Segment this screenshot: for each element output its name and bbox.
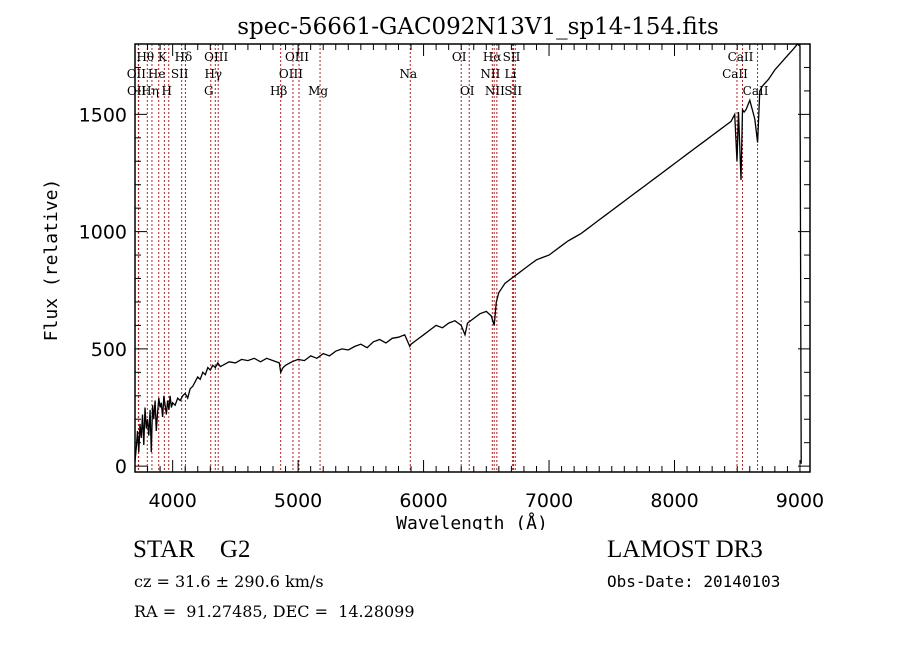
line-label: OI <box>452 50 467 64</box>
line-label: OII <box>127 67 147 81</box>
y-axis-label: Flux (relative) <box>41 179 62 342</box>
y-tick-label: 0 <box>115 456 127 478</box>
x-axis: 4000 5000 6000 7000 8000 9000 <box>147 44 824 512</box>
y-tick-label: 1000 <box>79 222 127 244</box>
coordinates: RA = 91.27485, DEC = 14.28099 <box>134 602 415 621</box>
survey-name: LAMOST DR3 <box>607 536 763 563</box>
y-tick-label: 1500 <box>79 104 127 126</box>
line-label: H <box>162 84 172 98</box>
line-label: NII <box>480 67 500 81</box>
line-label: Li <box>504 67 516 81</box>
line-label: Na <box>399 67 417 81</box>
line-label: K <box>158 50 168 64</box>
x-tick-label: 6000 <box>399 490 447 512</box>
line-label: Hθ <box>136 50 154 64</box>
x-tick-label: 7000 <box>525 490 573 512</box>
y-axis: 0 500 1000 1500 <box>79 66 810 478</box>
object-class: STAR G2 <box>133 536 251 563</box>
x-tick-label: 5000 <box>274 490 322 512</box>
x-axis-label: Wavelength (Å) <box>396 512 548 530</box>
line-label: Hβ <box>270 84 287 98</box>
x-tick-label: 9000 <box>776 490 824 512</box>
spectrum-line <box>134 43 802 464</box>
y-tick-label: 500 <box>91 339 127 361</box>
line-label: He <box>148 67 166 81</box>
line-label: NII <box>485 84 505 98</box>
line-label: SII <box>171 67 189 81</box>
line-label: CaII <box>743 84 769 98</box>
line-label: Hη <box>141 84 159 98</box>
x-tick-label: 8000 <box>650 490 698 512</box>
line-label: CaII <box>728 50 754 64</box>
spectrum-chart: spec-56661-GAC092N13V1_sp14-154.fits Hθ O… <box>41 14 824 530</box>
line-label: OIII <box>279 67 303 81</box>
line-label: Mg <box>308 84 328 98</box>
line-label: CaII <box>722 67 748 81</box>
line-label: OI <box>460 84 475 98</box>
line-label: OIII <box>204 50 228 64</box>
line-label: Hγ <box>204 67 222 81</box>
line-label: SII <box>503 50 521 64</box>
line-label: SII <box>504 84 522 98</box>
observation-date: Obs-Date: 20140103 <box>607 572 781 591</box>
x-tick-label: 4000 <box>148 490 196 512</box>
emission-line-markers <box>137 44 759 472</box>
line-label: OIII <box>285 50 309 64</box>
redshift-velocity: cz = 31.6 ± 290.6 km/s <box>134 572 324 591</box>
line-label: Hα <box>483 50 502 64</box>
line-label: G <box>204 84 214 98</box>
plot-frame <box>134 43 811 473</box>
line-label: Hδ <box>175 50 193 64</box>
chart-title: spec-56661-GAC092N13V1_sp14-154.fits <box>237 14 719 40</box>
